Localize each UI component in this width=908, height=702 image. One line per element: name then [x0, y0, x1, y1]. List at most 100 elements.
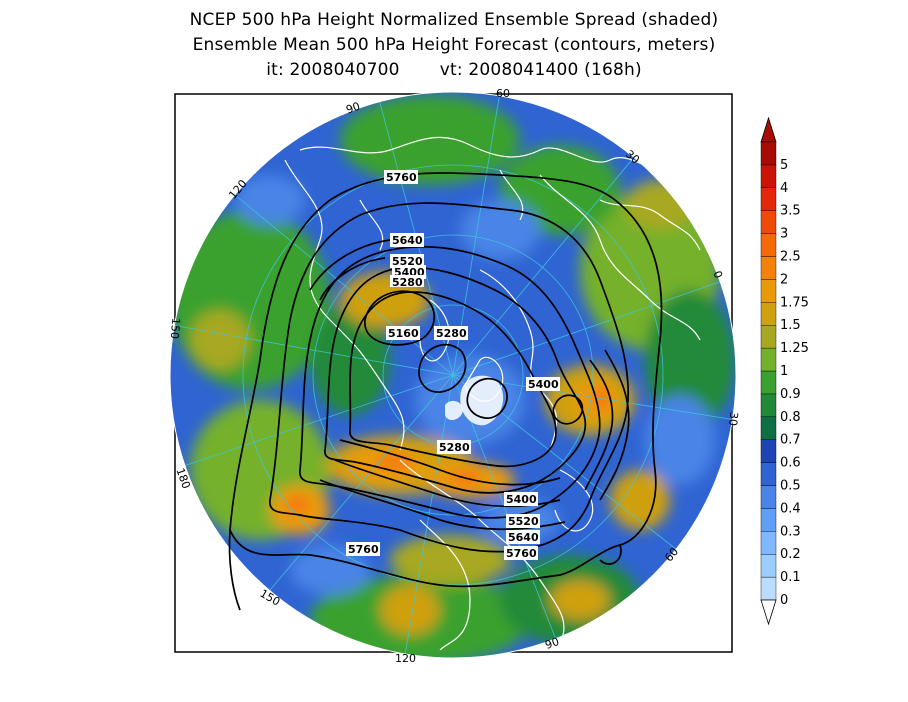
contour-packed — [319, 479, 566, 531]
colorbar-bin — [760, 576, 777, 601]
colorbar-bin — [760, 256, 777, 280]
longitude-label: 0 — [710, 269, 725, 280]
colorbar-tick-label: 1.25 — [780, 341, 809, 356]
contour-packed — [339, 439, 561, 486]
contour-label: 5760 — [506, 547, 537, 560]
contour-label: 5160 — [388, 327, 419, 340]
spread-patch — [550, 580, 610, 620]
title-line-1: NCEP 500 hPa Height Normalized Ensemble … — [189, 10, 719, 30]
colorbar-tick-label: 2.5 — [780, 250, 801, 265]
spread-patch — [380, 585, 440, 635]
contour-5760 — [229, 172, 663, 588]
longitude-label: 120 — [395, 652, 416, 665]
spread-patch — [235, 175, 305, 225]
contour-packed — [584, 359, 614, 491]
spread-patch — [460, 200, 540, 260]
colorbar-tick-label: 0 — [780, 593, 788, 608]
colorbar-under-triangle — [760, 599, 777, 626]
colorbar-tick-label: 0.8 — [780, 410, 801, 425]
colorbar-tick-label: 4 — [780, 181, 788, 196]
contour-low-greenland — [466, 377, 508, 419]
chart-title-block: NCEP 500 hPa Height Normalized Ensemble … — [0, 8, 908, 83]
spread-patch — [290, 545, 370, 595]
contour-5400 — [324, 266, 587, 494]
colorbar-bin — [760, 164, 777, 188]
contour-tail — [599, 544, 622, 565]
contour-label: 5400 — [528, 378, 559, 391]
contour-label: 5760 — [348, 543, 379, 556]
longitude-label-group: 90 60 30 0 30 60 90 120 150 180 150 120 — [168, 87, 741, 665]
colorbar-tick-label: 1 — [780, 364, 788, 379]
colorbar-bin — [760, 347, 777, 372]
longitude-label: 90 — [344, 100, 362, 117]
colorbar-tick-label: 0.9 — [780, 387, 801, 402]
colorbar-bin — [760, 233, 777, 257]
colorbar-tick-label: 3 — [780, 227, 788, 242]
colorbar-tick-label: 1.75 — [780, 295, 809, 310]
contour-label: 5640 — [392, 234, 423, 247]
colorbar-tick-label: 3.5 — [780, 204, 801, 219]
spread-patch — [645, 395, 715, 485]
longitude-label: 90 — [543, 635, 561, 652]
colorbar-bin — [760, 325, 777, 349]
title-line-3: it: 2008040700 vt: 2008041400 (168h) — [0, 58, 908, 83]
contour-5160 — [364, 290, 436, 346]
contour-label: 5760 — [386, 171, 417, 184]
contour-packed — [319, 257, 386, 301]
contour-label: 5280 — [392, 276, 423, 289]
colorbar-tick-label: 0.3 — [780, 524, 801, 539]
colorbar-bin — [760, 531, 777, 555]
colorbar-tick-label: 1.5 — [780, 318, 801, 333]
contour-label: 5280 — [436, 327, 467, 340]
colorbar-tick-label: 0.7 — [780, 433, 801, 448]
contour-label: 5640 — [508, 531, 539, 544]
contour-label-group: 5760 5640 5520 5400 5280 5160 5280 5400 … — [346, 170, 560, 560]
contour-packed — [309, 239, 391, 291]
contour-label: 5520 — [392, 255, 423, 268]
longitude-label: 150 — [168, 317, 183, 339]
colorbar-bin — [760, 370, 777, 395]
colorbar-tick-label: 5 — [780, 158, 788, 173]
spread-patch — [390, 535, 510, 585]
longitude-label: 30 — [726, 411, 740, 426]
colorbar-bin — [760, 439, 777, 463]
contour-5520 — [299, 245, 601, 519]
contour-label: 5520 — [508, 515, 539, 528]
contour-label: 5280 — [439, 441, 470, 454]
colorbar-tick-label: 0.6 — [780, 456, 801, 471]
map-disk-outline — [169, 91, 737, 659]
spread-patch — [190, 310, 250, 370]
colorbar-bin — [760, 302, 777, 326]
longitude-label: 60 — [496, 87, 510, 100]
colorbar-tick-label: 0.1 — [780, 570, 801, 585]
colorbar-bin — [760, 210, 777, 234]
spread-patch — [340, 95, 520, 185]
init-time-label: it: 2008040700 — [266, 60, 400, 80]
colorbar-bin — [760, 187, 777, 211]
colorbar-tick-label: 0.2 — [780, 547, 801, 562]
colorbar-bin — [760, 393, 777, 417]
title-line-2: Ensemble Mean 500 hPa Height Forecast (c… — [192, 35, 716, 55]
contour-label: 5400 — [506, 493, 537, 506]
contour-tail — [228, 529, 241, 611]
spread-patch — [645, 290, 735, 430]
contour-5640 — [269, 202, 630, 553]
spread-patch — [310, 305, 390, 415]
colorbar-bin — [760, 508, 777, 532]
colorbar-bin — [760, 141, 777, 166]
contour-low-center — [418, 343, 467, 393]
colorbar-tick-label: 2 — [780, 272, 788, 287]
colorbar-tick-label: 0.4 — [780, 501, 801, 516]
colorbar-bin — [760, 279, 777, 303]
colorbar-bin — [760, 416, 777, 440]
colorbar-over-triangle — [760, 116, 777, 143]
colorbar-tick-label: 0.5 — [780, 479, 801, 494]
spread-peak — [286, 495, 310, 515]
colorbar-bin — [760, 462, 777, 486]
contour-packed — [599, 349, 630, 501]
colorbar: 0 0.1 0.2 0.3 0.4 0.5 0.6 0.7 0.8 0.9 1 1.25 1.5 1.75… — [760, 116, 809, 626]
contour-low-europe — [552, 394, 584, 425]
colorbar-bin — [760, 485, 777, 509]
valid-time-label: vt: 2008041400 (168h) — [439, 60, 642, 80]
